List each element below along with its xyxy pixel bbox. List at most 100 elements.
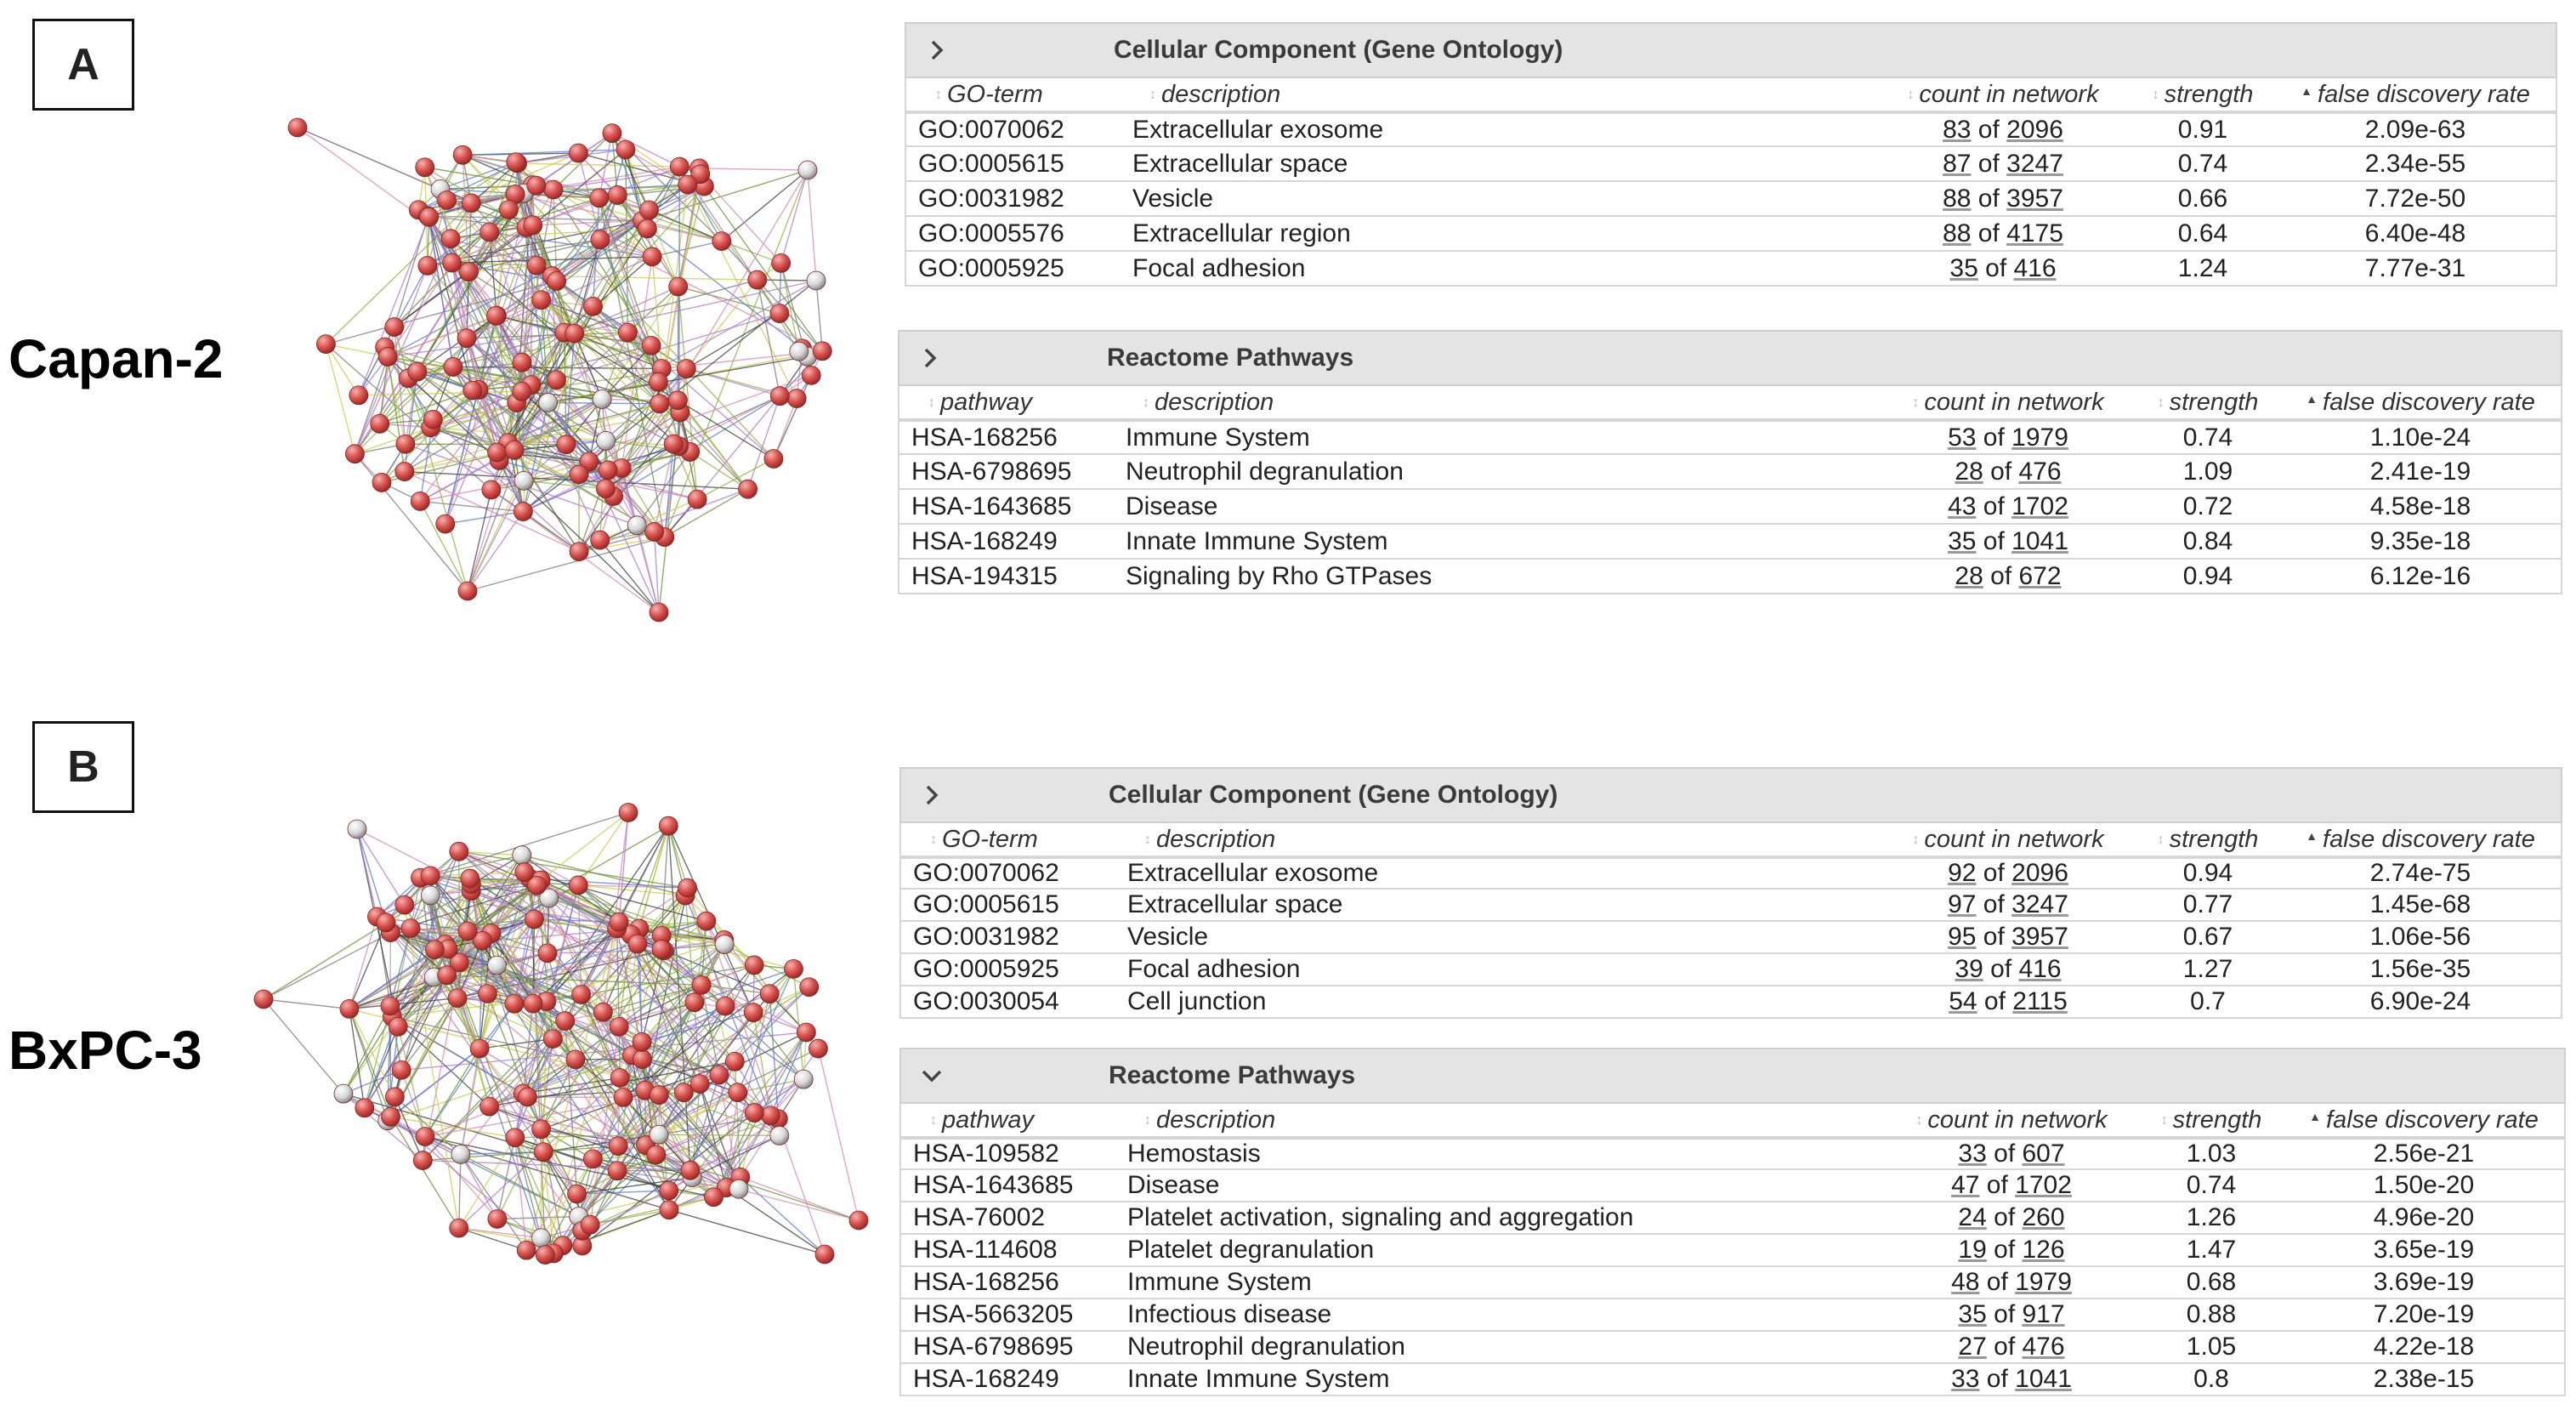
count-total[interactable]: 416 [2013, 253, 2057, 282]
term-id[interactable]: HSA-1643685 [911, 492, 1072, 520]
count-value[interactable]: 88 [1943, 219, 1972, 247]
count-value[interactable]: 54 [1949, 987, 1977, 1015]
count-value[interactable]: 19 [1958, 1236, 1987, 1264]
count-in-network[interactable]: 87 of 3247 [1943, 149, 2063, 178]
term-id[interactable]: GO:0030054 [913, 987, 1059, 1015]
table-row[interactable]: GO:0005615 Extracellular space 87 of 324… [905, 147, 2557, 182]
col-header-description[interactable]: description [1115, 826, 1881, 854]
table-header-bar[interactable]: Cellular Component (Gene Ontology) [905, 22, 2557, 78]
term-id[interactable]: GO:0005925 [913, 955, 1059, 983]
count-total[interactable]: 1979 [2015, 1268, 2072, 1296]
col-header-description[interactable]: description [1115, 1106, 1884, 1134]
count-value[interactable]: 24 [1958, 1203, 1987, 1231]
count-in-network[interactable]: 35 of 416 [1949, 253, 2057, 282]
count-total[interactable]: 3957 [2006, 184, 2063, 213]
term-id[interactable]: HSA-5663205 [913, 1300, 1074, 1328]
count-in-network[interactable]: 53 of 1979 [1948, 423, 2068, 452]
count-value[interactable]: 35 [1949, 253, 1978, 282]
count-in-network[interactable]: 48 of 1979 [1951, 1268, 2072, 1296]
count-in-network[interactable]: 33 of 607 [1958, 1140, 2065, 1168]
count-total[interactable]: 1041 [2011, 526, 2068, 555]
table-row[interactable]: GO:0030054 Cell junction 54 of 2115 0.7 … [899, 986, 2562, 1019]
term-id[interactable]: HSA-6798695 [913, 1333, 1074, 1361]
term-id[interactable]: GO:0031982 [913, 923, 1059, 951]
table-row[interactable]: GO:0005925 Focal adhesion 35 of 416 1.24… [905, 252, 2557, 287]
table-header-bar[interactable]: Reactome Pathways [899, 1048, 2566, 1104]
term-id[interactable]: HSA-1643685 [913, 1171, 1074, 1199]
count-total[interactable]: 416 [2018, 955, 2062, 983]
table-row[interactable]: HSA-6798695 Neutrophil degranulation 28 … [898, 455, 2562, 490]
count-in-network[interactable]: 35 of 1041 [1948, 526, 2068, 555]
count-in-network[interactable]: 33 of 1041 [1951, 1365, 2072, 1393]
count-in-network[interactable]: 28 of 476 [1955, 457, 2062, 486]
term-id[interactable]: HSA-168256 [911, 423, 1058, 452]
col-header-id[interactable]: pathway [901, 1106, 1115, 1134]
col-header-strength[interactable]: strength [2136, 826, 2280, 854]
term-id[interactable]: HSA-168249 [913, 1365, 1059, 1393]
chevron-right-icon[interactable] [899, 345, 961, 371]
table-row[interactable]: HSA-194315 Signaling by Rho GTPases 28 o… [898, 560, 2562, 594]
term-id[interactable]: HSA-168256 [913, 1268, 1059, 1296]
term-id[interactable]: HSA-109582 [913, 1140, 1059, 1168]
col-header-strength[interactable]: strength [2131, 81, 2275, 109]
count-value[interactable]: 43 [1948, 492, 1977, 520]
table-row[interactable]: HSA-6798695 Neutrophil degranulation 27 … [899, 1332, 2566, 1364]
term-id[interactable]: HSA-6798695 [911, 457, 1072, 486]
count-in-network[interactable]: 83 of 2096 [1943, 115, 2063, 144]
count-value[interactable]: 83 [1943, 115, 1972, 144]
count-total[interactable]: 476 [2022, 1333, 2065, 1361]
table-row[interactable]: HSA-5663205 Infectious disease 35 of 917… [899, 1299, 2566, 1332]
term-id[interactable]: HSA-194315 [911, 561, 1058, 590]
table-header-bar[interactable]: Cellular Component (Gene Ontology) [899, 767, 2562, 823]
col-header-strength[interactable]: strength [2139, 1106, 2284, 1134]
col-header-id[interactable]: GO-term [901, 826, 1115, 854]
count-total[interactable]: 3247 [2011, 890, 2068, 918]
count-value[interactable]: 33 [1951, 1365, 1980, 1393]
count-total[interactable]: 1702 [2011, 492, 2068, 520]
count-value[interactable]: 87 [1943, 149, 1972, 178]
count-in-network[interactable]: 43 of 1702 [1948, 492, 2068, 520]
col-header-id[interactable]: pathway [899, 389, 1114, 417]
table-row[interactable]: HSA-1643685 Disease 43 of 1702 0.72 4.58… [898, 490, 2562, 525]
col-header-count[interactable]: count in network [1875, 81, 2131, 109]
col-header-count[interactable]: count in network [1881, 389, 2136, 417]
count-in-network[interactable]: 24 of 260 [1958, 1203, 2065, 1231]
chevron-down-icon[interactable] [901, 1063, 962, 1088]
table-row[interactable]: GO:0031982 Vesicle 88 of 3957 0.66 7.72e… [905, 182, 2557, 217]
term-id[interactable]: GO:0005925 [918, 253, 1064, 282]
count-value[interactable]: 35 [1948, 526, 1977, 555]
count-total[interactable]: 1979 [2011, 423, 2068, 452]
count-in-network[interactable]: 88 of 3957 [1943, 184, 2063, 213]
count-total[interactable]: 607 [2022, 1140, 2065, 1168]
col-header-count[interactable]: count in network [1881, 826, 2136, 854]
table-row[interactable]: HSA-1643685 Disease 47 of 1702 0.74 1.50… [899, 1170, 2566, 1202]
table-row[interactable]: HSA-168249 Innate Immune System 35 of 10… [898, 525, 2562, 560]
count-total[interactable]: 672 [2018, 561, 2062, 590]
count-in-network[interactable]: 28 of 672 [1955, 561, 2062, 590]
count-value[interactable]: 88 [1943, 184, 1972, 213]
col-header-description[interactable]: description [1114, 389, 1881, 417]
count-total[interactable]: 3957 [2011, 923, 2068, 951]
count-value[interactable]: 28 [1955, 561, 1983, 590]
table-row[interactable]: GO:0005576 Extracellular region 88 of 41… [905, 217, 2557, 252]
count-in-network[interactable]: 39 of 416 [1955, 955, 2062, 983]
col-header-fdr[interactable]: false discovery rate [2275, 81, 2556, 109]
count-value[interactable]: 47 [1951, 1171, 1980, 1199]
table-row[interactable]: GO:0070062 Extracellular exosome 83 of 2… [905, 112, 2557, 147]
count-value[interactable]: 28 [1955, 457, 1983, 486]
col-header-strength[interactable]: strength [2136, 389, 2280, 417]
col-header-fdr[interactable]: false discovery rate [2280, 389, 2561, 417]
term-id[interactable]: GO:0031982 [918, 184, 1064, 213]
count-total[interactable]: 917 [2022, 1300, 2065, 1328]
col-header-id[interactable]: GO-term [906, 81, 1121, 109]
table-row[interactable]: GO:0005925 Focal adhesion 39 of 416 1.27… [899, 954, 2562, 986]
count-total[interactable]: 476 [2018, 457, 2062, 486]
table-row[interactable]: HSA-114608 Platelet degranulation 19 of … [899, 1235, 2566, 1267]
term-id[interactable]: GO:0070062 [913, 859, 1059, 887]
count-in-network[interactable]: 19 of 126 [1958, 1236, 2065, 1264]
count-in-network[interactable]: 54 of 2115 [1949, 987, 2068, 1015]
count-total[interactable]: 2115 [2012, 987, 2068, 1015]
count-total[interactable]: 260 [2022, 1203, 2065, 1231]
count-in-network[interactable]: 88 of 4175 [1943, 219, 2063, 247]
chevron-right-icon[interactable] [901, 782, 962, 808]
